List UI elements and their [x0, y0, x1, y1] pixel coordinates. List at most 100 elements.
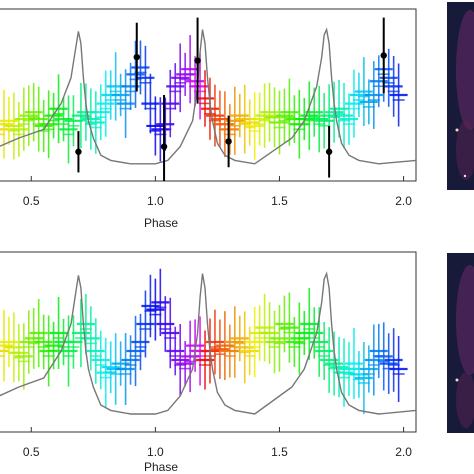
highlighted-marker — [380, 52, 387, 59]
data-point — [9, 101, 28, 157]
highlighted-marker — [160, 143, 168, 150]
data-point — [255, 83, 274, 148]
data-point — [389, 336, 408, 402]
data-point — [171, 43, 190, 113]
data-point — [250, 92, 269, 146]
data-point — [49, 74, 68, 144]
data-point — [136, 290, 155, 358]
bottom-x-ticks: 0.5 1.0 1.5 2.0 — [23, 427, 412, 459]
top-error-bars — [0, 35, 408, 164]
data-point — [240, 326, 259, 376]
data-point — [4, 92, 23, 160]
data-point — [325, 81, 344, 143]
data-point — [4, 312, 23, 383]
x-tick-label: 1.5 — [271, 194, 288, 208]
highlighted-marker — [133, 53, 140, 61]
data-point — [240, 99, 259, 146]
data-point — [126, 315, 145, 387]
data-point — [116, 69, 135, 138]
data-point — [161, 297, 180, 369]
data-point — [0, 316, 18, 368]
data-point — [196, 70, 215, 127]
top-inset-star-2 — [463, 174, 467, 178]
top-inset-nebula-glow — [456, 10, 474, 130]
data-point — [344, 69, 363, 138]
data-point — [285, 317, 304, 367]
data-point — [86, 318, 105, 384]
x-tick-label: 2.0 — [395, 445, 412, 459]
data-point — [34, 314, 53, 370]
top-x-axis-label: Phase — [144, 216, 178, 230]
data-point — [275, 295, 294, 353]
data-point — [359, 345, 378, 393]
data-point — [225, 306, 244, 378]
data-point — [270, 305, 289, 372]
highlighted-point — [133, 22, 140, 92]
data-point — [0, 96, 18, 145]
bottom-panel: 0.5 1.0 1.5 2.0 Phase — [0, 251, 417, 474]
bottom-inset-star — [455, 378, 459, 382]
data-point — [200, 77, 219, 140]
top-inset-image — [447, 2, 474, 190]
data-point — [384, 56, 403, 117]
data-point — [29, 86, 48, 152]
highlighted-marker — [75, 148, 82, 155]
data-point — [275, 88, 294, 143]
highlighted-point — [380, 17, 387, 94]
bottom-plot-frame — [0, 251, 417, 433]
top-x-ticks: 0.5 1.0 1.5 2.0 — [23, 176, 412, 208]
highlighted-point — [194, 17, 201, 104]
top-light-curve — [0, 27, 417, 165]
bottom-inset-image — [447, 253, 474, 433]
data-point — [181, 35, 200, 104]
top-highlighted-points — [75, 17, 387, 181]
data-point — [146, 278, 165, 341]
data-point — [49, 297, 68, 369]
data-point — [166, 326, 185, 376]
data-point — [176, 341, 195, 387]
data-point — [325, 331, 344, 396]
data-point — [354, 342, 373, 414]
data-point — [14, 323, 33, 390]
data-point — [59, 95, 78, 164]
data-point — [96, 70, 115, 137]
data-point — [300, 288, 319, 360]
data-point — [220, 324, 239, 378]
data-point — [116, 333, 135, 405]
x-tick-label: 0.5 — [23, 194, 40, 208]
data-point — [0, 309, 13, 382]
data-point — [265, 310, 284, 374]
highlighted-point — [75, 131, 82, 173]
data-point — [9, 324, 28, 382]
data-point — [230, 93, 249, 138]
data-point — [111, 73, 130, 117]
x-tick-label: 1.0 — [147, 445, 164, 459]
top-inset-nebula-glow-2 — [456, 120, 474, 180]
bottom-inset-nebula-glow — [456, 265, 474, 375]
data-point — [280, 78, 299, 146]
highlighted-point — [225, 115, 232, 168]
data-point — [19, 85, 38, 146]
data-point — [39, 90, 58, 159]
data-point — [71, 82, 90, 149]
data-point — [29, 299, 48, 367]
data-point — [126, 40, 145, 108]
data-point — [344, 328, 363, 400]
data-point — [0, 89, 13, 159]
data-point — [111, 341, 130, 386]
data-point — [91, 84, 110, 141]
data-point — [260, 302, 279, 364]
highlighted-marker — [325, 148, 333, 155]
data-point — [374, 322, 393, 391]
data-point — [270, 90, 289, 155]
x-tick-label: 2.0 — [395, 194, 412, 208]
data-point — [191, 53, 210, 120]
highlighted-marker — [194, 57, 201, 64]
data-point — [384, 328, 403, 392]
data-point — [156, 296, 175, 352]
data-point — [166, 63, 185, 110]
data-point — [230, 315, 249, 362]
data-point — [151, 268, 170, 337]
data-point — [315, 321, 334, 381]
